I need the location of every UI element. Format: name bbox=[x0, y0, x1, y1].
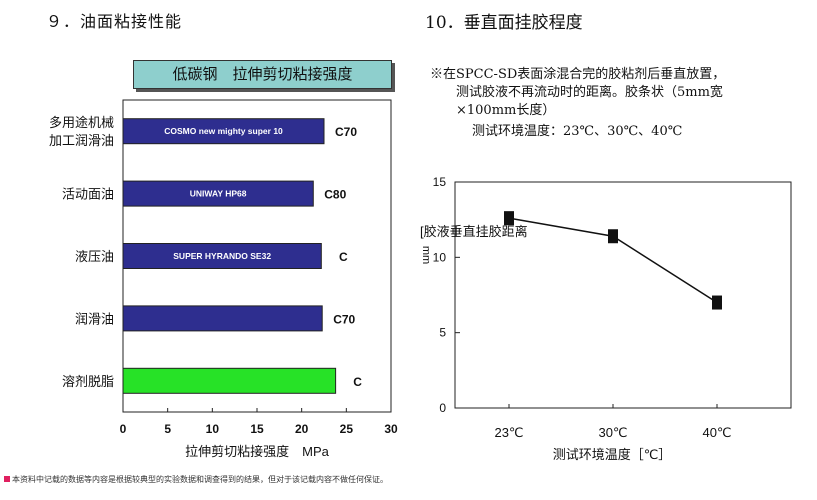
x-tick-label-25: 25 bbox=[340, 422, 354, 436]
note-line-2: 测试胶液不再流动时的距离。胶条状（5mm宽 bbox=[456, 85, 723, 100]
bar-5 bbox=[122, 367, 337, 394]
line-marker-3 bbox=[712, 295, 722, 310]
footer-mark-icon bbox=[4, 476, 10, 482]
bar-2 bbox=[122, 180, 314, 207]
line-y-annotation: [胶液垂直挂胶距离 bbox=[420, 224, 528, 239]
line-marker-2 bbox=[608, 229, 618, 244]
x-tick-label-10: 10 bbox=[206, 422, 220, 436]
failure-label-3: C bbox=[339, 250, 348, 264]
right-section-title: 10．垂直面挂胶程度 bbox=[425, 13, 583, 33]
line-x-tick-label-2: 30℃ bbox=[598, 425, 627, 440]
left-section-title: ９．油面粘接性能 bbox=[46, 12, 183, 31]
y-tick-label-10: 10 bbox=[433, 250, 447, 264]
bar-3 bbox=[122, 243, 322, 269]
disclaimer-footer: 本资料中记载的数据等内容是根据较典型的实验数据和调查得到的结果，但对于该记载内容… bbox=[4, 474, 388, 485]
line-x-axis-label: 测试环境温度［℃］ bbox=[553, 447, 672, 462]
category-label-1-line-2: 加工润滑油 bbox=[49, 133, 114, 148]
failure-label-5: C bbox=[353, 375, 362, 389]
category-label-4: 润滑油 bbox=[75, 311, 114, 326]
category-label-1-line-1: 多用途机械 bbox=[49, 115, 114, 130]
failure-label-1: C70 bbox=[335, 125, 357, 139]
x-tick-label-30: 30 bbox=[384, 422, 398, 436]
line-marker-1 bbox=[504, 211, 514, 226]
bar-label-3: SUPER HYRANDO SE32 bbox=[173, 251, 271, 261]
bar-x-axis-label: 拉伸剪切粘接强度 MPa bbox=[185, 444, 330, 459]
bar-chart-title: 低碳钢 拉伸剪切粘接强度 bbox=[133, 60, 392, 89]
failure-label-2: C80 bbox=[324, 188, 346, 202]
footer-text: 本资料中记载的数据等内容是根据较典型的实验数据和调查得到的结果，但对于该记载内容… bbox=[12, 475, 388, 484]
category-label-5: 溶剂脱脂 bbox=[62, 374, 114, 389]
x-tick-label-20: 20 bbox=[295, 422, 309, 436]
bar-4 bbox=[122, 305, 323, 332]
line-y-axis-label: mm bbox=[420, 246, 432, 264]
category-label-3: 液压油 bbox=[75, 249, 114, 264]
y-tick-label-5: 5 bbox=[439, 326, 446, 340]
x-tick-label-0: 0 bbox=[120, 422, 127, 436]
y-tick-label-15: 15 bbox=[433, 175, 447, 189]
category-label-2: 活动面油 bbox=[62, 187, 114, 202]
note-line-4: 测试环境温度：23℃、30℃、40℃ bbox=[472, 124, 683, 139]
note-line-3: ×100mm长度） bbox=[456, 103, 556, 118]
y-tick-label-0: 0 bbox=[439, 401, 446, 415]
line-x-tick-label-3: 40℃ bbox=[702, 425, 731, 440]
bar-label-1: COSMO new mighty super 10 bbox=[164, 126, 283, 136]
x-tick-label-5: 5 bbox=[164, 422, 171, 436]
line-x-tick-label-1: 23℃ bbox=[494, 425, 523, 440]
bar-label-2: UNIWAY HP68 bbox=[190, 189, 247, 199]
failure-label-4: C70 bbox=[333, 312, 355, 326]
bar-1 bbox=[122, 118, 325, 145]
bar-label-4: FBK OIL RO100 bbox=[191, 296, 254, 306]
x-tick-label-15: 15 bbox=[250, 422, 264, 436]
note-line-1: ※在SPCC-SD表面涂混合完的胶粘剂后垂直放置， bbox=[430, 67, 726, 82]
